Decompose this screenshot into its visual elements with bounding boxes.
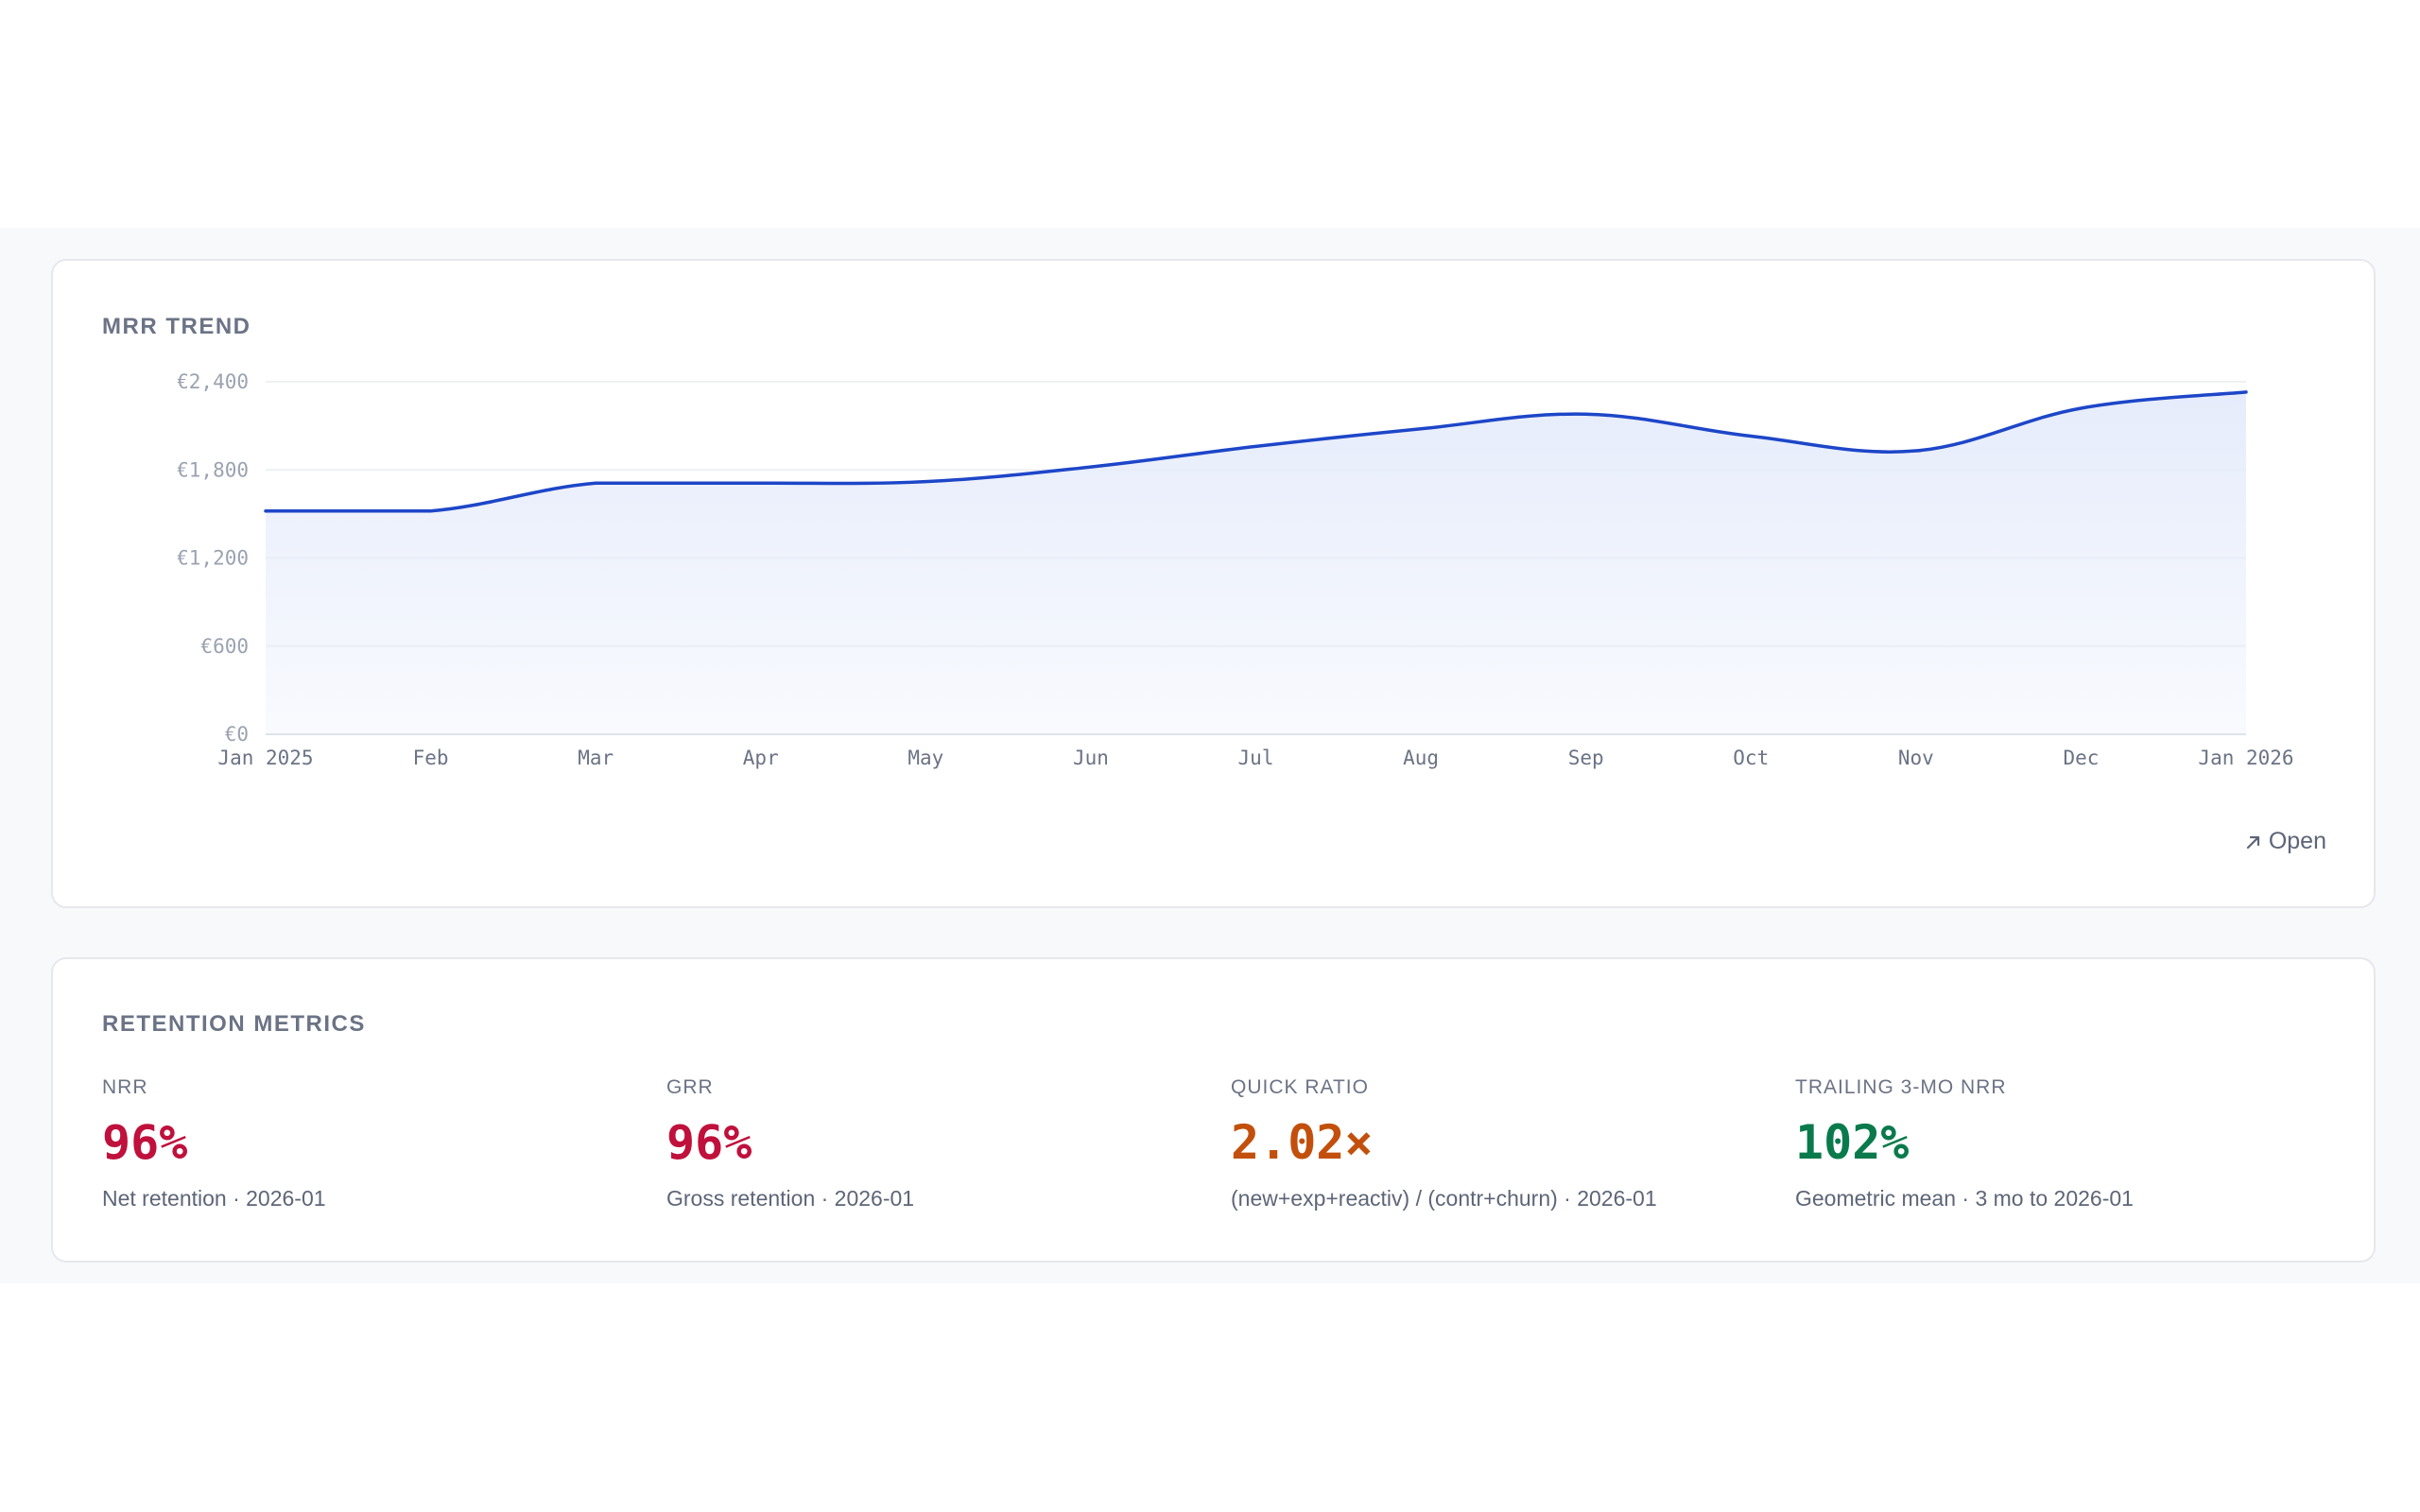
metric-label: GRR bbox=[666, 1076, 714, 1098]
mrr-trend-chart: €0 €600 €1,200 €1,800 €2,400 Jan 2025 Feb Mar A… bbox=[177, 370, 2293, 769]
data-point bbox=[759, 481, 763, 485]
metric-subtitle: (new+exp+reactiv) / (contr+churn) · 2026… bbox=[1231, 1186, 1657, 1211]
x-tick-label: Oct bbox=[1733, 747, 1769, 769]
x-tick-label: May bbox=[908, 747, 943, 769]
x-tick-label: Feb bbox=[413, 747, 449, 769]
data-point bbox=[1749, 435, 1753, 438]
mrr-trend-card: MRR TREND €0 €600 €1,200 €1,800 €2,400 Jan 2… bbox=[51, 259, 2376, 908]
y-tick-label: €1,200 bbox=[177, 547, 249, 570]
data-point bbox=[1584, 412, 1588, 416]
retention-metrics-card: RETENTION METRICS NRR 96% Net retention … bbox=[51, 957, 2376, 1263]
metric-label: TRAILING 3-MO NRR bbox=[1795, 1076, 2007, 1098]
x-tick-label: Jun bbox=[1073, 747, 1109, 769]
data-point bbox=[2244, 390, 2248, 394]
metric-subtitle: Gross retention · 2026-01 bbox=[666, 1186, 915, 1211]
data-point bbox=[594, 481, 597, 485]
data-point bbox=[264, 509, 268, 513]
metric-value: 96% bbox=[666, 1115, 752, 1170]
x-tick-label: Aug bbox=[1403, 747, 1439, 769]
y-tick-label: €600 bbox=[200, 635, 249, 658]
metric-value: 102% bbox=[1795, 1115, 1910, 1170]
metric-subtitle: Geometric mean · 3 mo to 2026-01 bbox=[1795, 1186, 2134, 1211]
metric-nrr: NRR 96% Net retention · 2026-01 bbox=[102, 1076, 326, 1211]
y-tick-label: €2,400 bbox=[177, 370, 249, 393]
x-tick-label: Dec bbox=[2063, 747, 2099, 769]
data-point bbox=[1254, 444, 1258, 448]
arrow-up-right-icon bbox=[2246, 835, 2259, 849]
metric-value: 96% bbox=[102, 1115, 188, 1170]
data-point bbox=[1914, 449, 1918, 453]
y-tick-label: €0 bbox=[225, 723, 249, 746]
data-point bbox=[2079, 406, 2083, 410]
metric-subtitle: Net retention · 2026-01 bbox=[102, 1186, 326, 1211]
metric-trailing-3mo-nrr: TRAILING 3-MO NRR 102% Geometric mean · … bbox=[1795, 1076, 2134, 1211]
open-chart-link[interactable]: Open bbox=[2244, 828, 2326, 855]
y-tick-label: €1,800 bbox=[177, 458, 249, 481]
mrr-series-line bbox=[264, 390, 2248, 513]
retention-metrics-title: RETENTION METRICS bbox=[102, 1011, 366, 1037]
x-tick-label: Nov bbox=[1898, 747, 1934, 769]
metric-label: QUICK RATIO bbox=[1231, 1076, 1369, 1098]
x-tick-label: Jul bbox=[1238, 747, 1274, 769]
x-tick-label: Mar bbox=[578, 747, 614, 769]
metric-value: 2.02× bbox=[1231, 1115, 1374, 1170]
x-tick-label: Sep bbox=[1568, 747, 1604, 769]
data-point bbox=[924, 480, 927, 484]
x-tick-label: Jan 2026 bbox=[2198, 747, 2293, 769]
metric-label: NRR bbox=[102, 1076, 148, 1098]
mrr-trend-title: MRR TREND bbox=[102, 314, 251, 339]
metric-quick-ratio: QUICK RATIO 2.02× (new+exp+reactiv) / (c… bbox=[1231, 1076, 1657, 1211]
metric-grr: GRR 96% Gross retention · 2026-01 bbox=[666, 1076, 914, 1211]
x-tick-label: Apr bbox=[743, 747, 779, 769]
data-point bbox=[429, 509, 433, 513]
data-point bbox=[1089, 465, 1093, 469]
open-link-label: Open bbox=[2268, 828, 2326, 854]
mrr-area-fill bbox=[266, 391, 2246, 734]
x-tick-label: Jan 2025 bbox=[217, 747, 313, 769]
data-point bbox=[1419, 427, 1423, 431]
